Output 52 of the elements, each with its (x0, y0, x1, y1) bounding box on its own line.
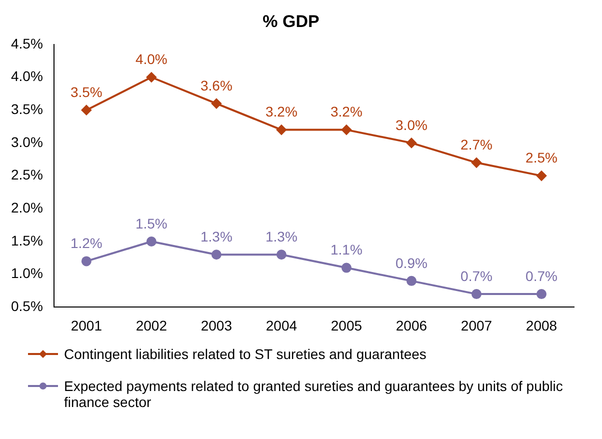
x-tick-label: 2001 (70, 317, 102, 334)
y-tick-label: 1.0% (10, 265, 43, 282)
point (146, 236, 156, 246)
point (276, 250, 286, 260)
data-label: 2.5% (526, 150, 558, 166)
chart-title: % GDP (262, 12, 320, 31)
y-tick-label: 2.5% (10, 166, 43, 183)
point (146, 72, 156, 82)
data-label: 3.2% (265, 104, 298, 120)
data-label: 1.2% (70, 235, 102, 252)
data-label: 0.9% (396, 254, 428, 271)
y-tick-label: 3.5% (10, 100, 43, 117)
data-label: 3.2% (330, 104, 362, 120)
point (211, 250, 222, 260)
legend-label: Expected payments related to granted sureties and guarantees by units of public finance sector (64, 378, 564, 410)
point (211, 98, 222, 109)
data-label: 2.7% (460, 136, 492, 153)
y-tick-label: 1.5% (10, 232, 43, 248)
x-tick-label: 2007 (460, 317, 492, 334)
point (406, 138, 416, 148)
data-label: 3.6% (200, 77, 232, 94)
y-tick-label: 3.0% (10, 134, 43, 150)
data-label: 1.3% (265, 228, 298, 244)
point (81, 105, 92, 116)
point (341, 262, 352, 273)
data-label: 1.1% (330, 242, 362, 258)
data-label: 3.0% (396, 116, 428, 133)
point (406, 276, 416, 286)
x-tick-label: 2004 (266, 317, 298, 334)
x-tick-label: 2003 (200, 317, 232, 334)
data-label: 3.5% (70, 84, 102, 100)
y-tick-label: 4.5% (10, 35, 43, 52)
data-label: 1.5% (135, 215, 168, 232)
y-tick-label: 4.0% (10, 68, 43, 84)
data-label: 4.0% (135, 51, 168, 68)
x-tick-label: 2006 (396, 317, 428, 334)
point (536, 289, 546, 300)
data-label: 1.3% (200, 228, 232, 244)
point (276, 124, 286, 135)
data-label: 0.7% (526, 268, 558, 284)
data-label: 0.7% (460, 268, 492, 284)
x-tick-label: 2002 (136, 317, 168, 334)
point (341, 124, 352, 135)
point (536, 170, 546, 181)
y-tick-label: 0.5% (10, 298, 43, 314)
point (81, 256, 92, 266)
point (471, 289, 482, 300)
legend-label: Contingent liabilities related to ST sureties and guarantees (64, 346, 426, 362)
x-tick-label: 2005 (330, 317, 362, 334)
point (471, 158, 482, 168)
x-tick-label: 2008 (526, 317, 558, 334)
y-tick-label: 2.0% (10, 200, 43, 216)
